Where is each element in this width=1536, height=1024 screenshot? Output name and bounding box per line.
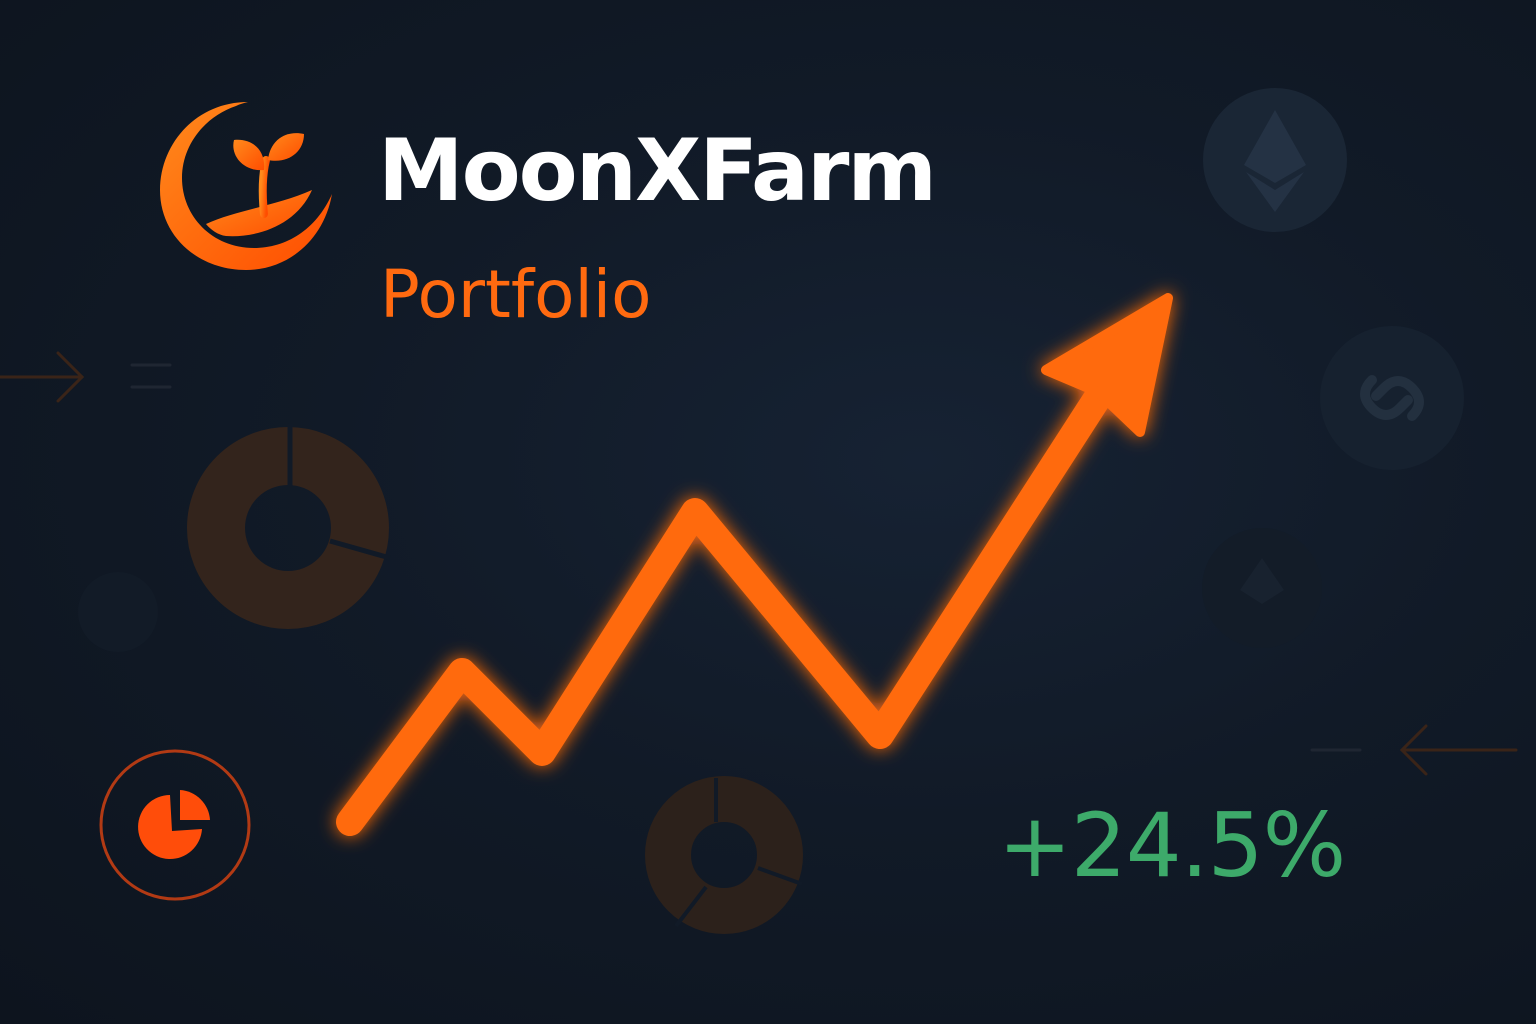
brand-title: MoonXFarm: [378, 121, 937, 221]
pie-chart-badge-icon: [99, 749, 251, 901]
donut-chart-small-icon: [645, 776, 803, 934]
faint-coin-left-icon: [78, 572, 158, 652]
brand-subtitle: Portfolio: [380, 256, 652, 333]
donut-chart-icon: [187, 424, 391, 629]
ethereum-coin-icon: [1203, 88, 1347, 232]
performance-change-label: +24.5%: [998, 794, 1346, 897]
ethereum-faint-icon: [1202, 528, 1322, 648]
chainlink-coin-icon: [1320, 326, 1464, 470]
arrow-left-faint-icon: [1310, 724, 1518, 776]
arrow-right-faint-icon: [0, 351, 172, 403]
moon-sprout-logo-icon: [160, 102, 332, 270]
